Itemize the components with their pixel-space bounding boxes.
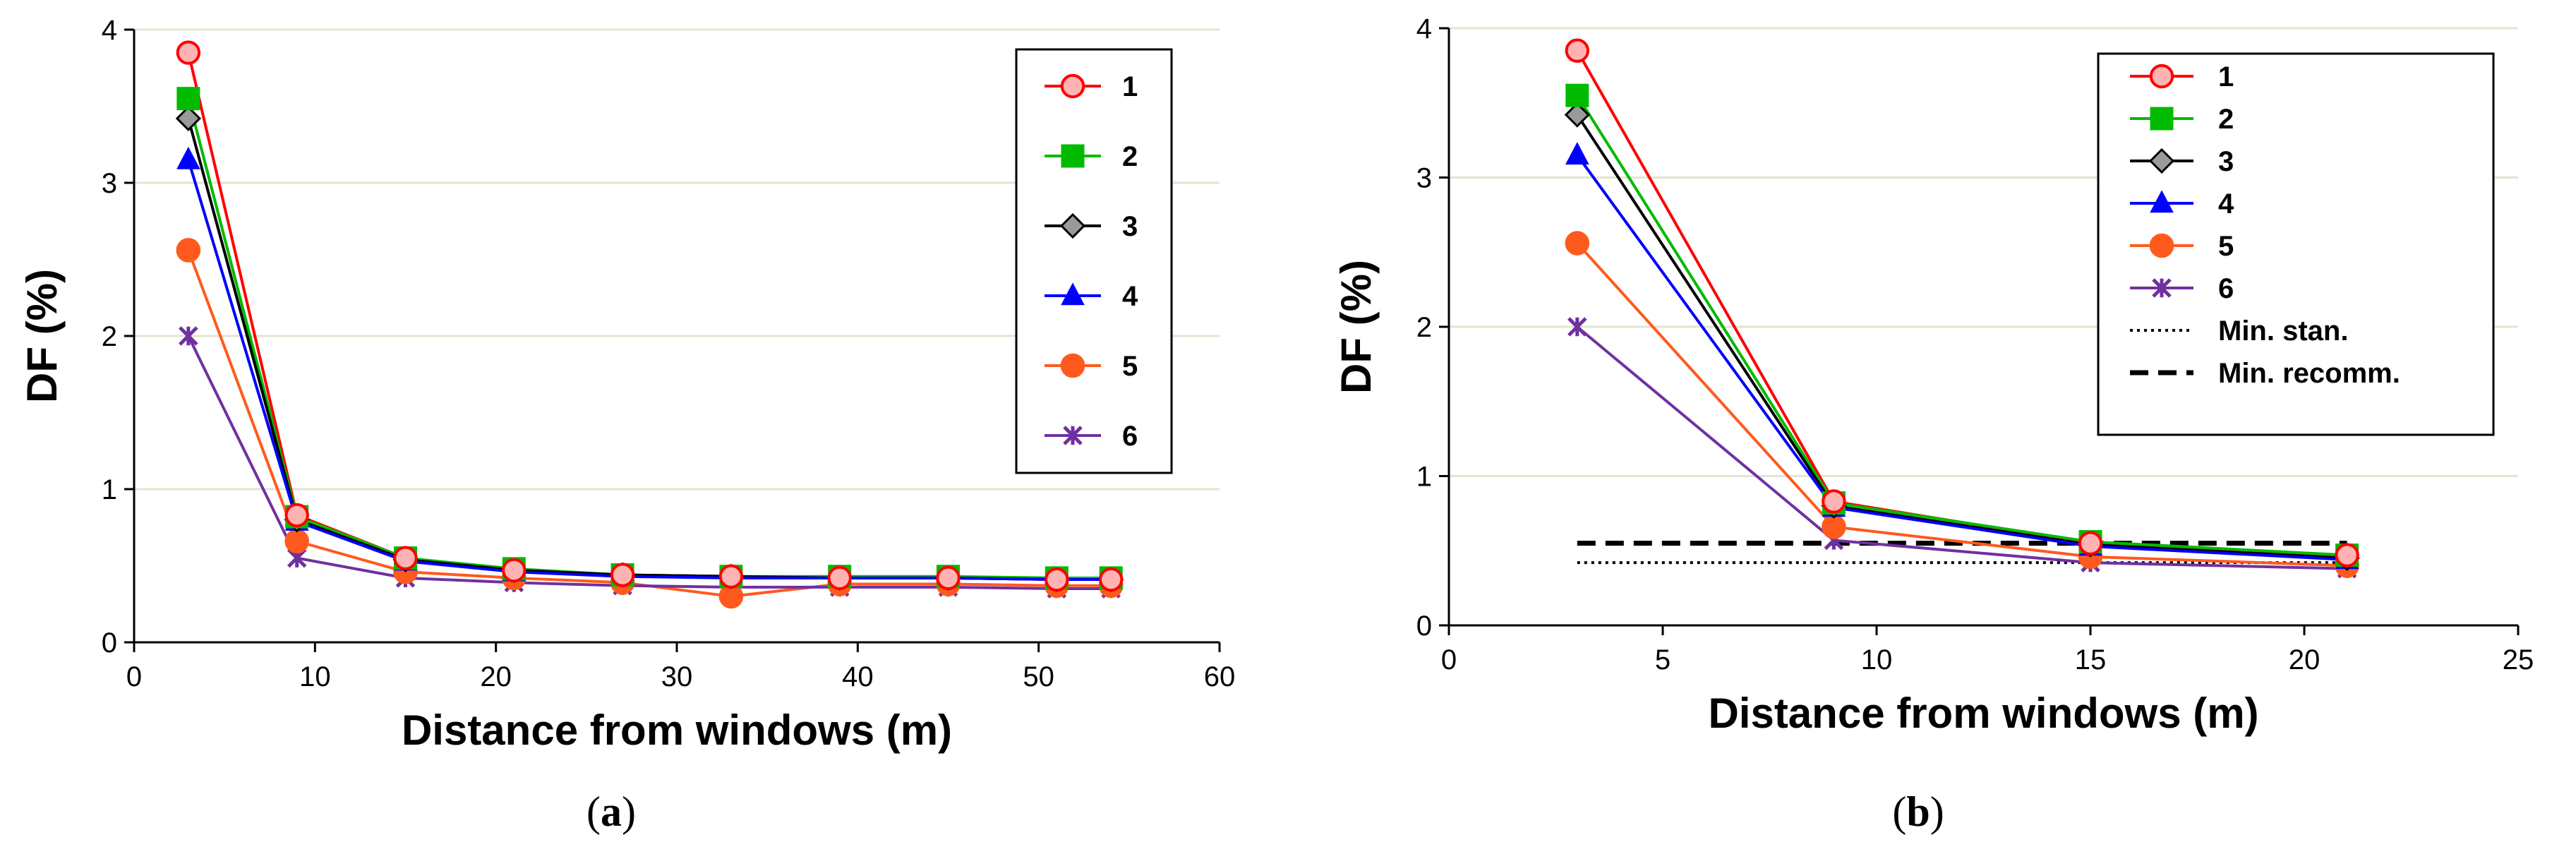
x-tick-label: 15 (2075, 644, 2107, 675)
x-tick-label: 0 (126, 661, 142, 692)
y-tick-label: 3 (1416, 163, 1432, 194)
legend-label-1: 1 (2218, 61, 2234, 92)
figure-caption-letter: b (1906, 788, 1930, 835)
data-point-series-1 (1822, 489, 1846, 514)
y-tick-label: 4 (1416, 13, 1432, 44)
data-point-series-5 (176, 238, 201, 263)
legend-marker-5 (2149, 233, 2174, 258)
data-point-series-2 (176, 87, 200, 111)
data-point-series-1 (393, 546, 418, 570)
x-tick-label: 10 (299, 661, 331, 692)
figure-caption: (b) (1892, 788, 1944, 835)
legend-marker-2 (1061, 144, 1085, 168)
x-tick-label: 50 (1023, 661, 1054, 692)
data-point-series-4 (176, 146, 200, 169)
data-point-series-1 (2335, 543, 2359, 567)
y-axis-title: DF (%) (18, 269, 66, 403)
y-tick-label: 2 (1416, 312, 1432, 343)
x-axis-title: Distance from windows (m) (402, 707, 952, 754)
series-line-4 (1576, 154, 2347, 561)
x-tick-label: 10 (1861, 644, 1893, 675)
series-line-6 (187, 335, 1112, 591)
legend-label-5: 5 (2218, 231, 2234, 262)
series-line-6 (1576, 325, 2347, 570)
data-point-series-6 (1567, 317, 1587, 337)
figure-caption: (a) (586, 788, 636, 835)
x-tick-label: 40 (842, 661, 874, 692)
legend-label-2: 2 (2218, 104, 2234, 135)
legend-label-6: 6 (2218, 273, 2234, 304)
legend-label-2: 2 (1122, 141, 1138, 172)
legend-marker-5 (1060, 353, 1085, 378)
data-point-series-2 (1565, 83, 1589, 107)
legend-marker-6 (2152, 278, 2172, 298)
data-point-series-6 (179, 326, 198, 346)
x-tick-label: 60 (1204, 661, 1236, 692)
data-point-series-1 (2078, 531, 2103, 555)
data-point-series-1 (610, 563, 635, 587)
legend-marker-4 (2150, 190, 2174, 213)
data-point-series-5 (284, 529, 310, 554)
y-tick-label: 3 (102, 168, 117, 199)
x-tick-label: 5 (1655, 644, 1671, 675)
data-point-series-1 (718, 564, 744, 589)
legend-marker-3 (1059, 212, 1086, 239)
legend-label-5: 5 (1122, 351, 1138, 382)
data-point-series-1 (1099, 567, 1124, 592)
legend-marker-2 (2150, 107, 2174, 131)
y-tick-label: 1 (102, 474, 117, 505)
x-axis-title: Distance from windows (m) (1708, 690, 2258, 737)
legend-label-min-stan: Min. stan. (2218, 316, 2348, 347)
y-tick-label: 4 (102, 15, 117, 46)
legend-marker-4 (1061, 282, 1085, 306)
figure-caption-letter: a (601, 788, 622, 835)
legend-marker-6 (1063, 426, 1083, 445)
data-point-series-1 (1045, 567, 1069, 592)
x-tick-label: 25 (2503, 644, 2534, 675)
y-tick-label: 2 (102, 321, 117, 352)
data-point-series-1 (284, 503, 309, 528)
data-point-series-1 (176, 40, 201, 65)
series-line-3 (1576, 114, 2347, 560)
data-point-series-5 (1565, 231, 1590, 256)
data-point-series-1 (827, 565, 852, 591)
data-point-series-1 (1565, 38, 1590, 63)
series-line-5 (187, 249, 1112, 598)
legend-marker-1 (1060, 73, 1085, 99)
data-point-series-3 (1564, 102, 1590, 128)
series-line-5 (1576, 242, 2347, 567)
y-tick-label: 0 (102, 627, 117, 659)
x-tick-label: 0 (1441, 644, 1457, 675)
x-tick-label: 30 (661, 661, 693, 692)
x-tick-label: 20 (2289, 644, 2321, 675)
legend-label-min-recomm: Min. recomm. (2218, 358, 2400, 389)
legend-label-3: 3 (1122, 211, 1138, 242)
legend-marker-1 (2149, 64, 2174, 89)
legend-label-1: 1 (1122, 71, 1138, 102)
legend-label-3: 3 (2218, 146, 2234, 177)
series-line-4 (186, 159, 1112, 582)
data-point-series-4 (1565, 142, 1589, 165)
legend-label-4: 4 (1122, 281, 1138, 312)
legend-marker-3 (2148, 148, 2175, 174)
legend-label-4: 4 (2218, 188, 2234, 220)
series-line-1 (186, 52, 1112, 582)
series-line-3 (186, 118, 1112, 582)
legend-box (1015, 48, 1173, 474)
data-point-series-3 (175, 105, 202, 131)
y-axis-title: DF (%) (1332, 260, 1380, 394)
data-point-series-1 (502, 558, 526, 583)
y-tick-label: 0 (1416, 611, 1432, 642)
data-point-series-1 (936, 565, 961, 591)
series-line-2 (1576, 95, 2347, 557)
y-tick-label: 1 (1416, 462, 1432, 493)
x-tick-label: 20 (480, 661, 512, 692)
series-line-2 (186, 98, 1112, 579)
legend-label-6: 6 (1122, 421, 1138, 452)
